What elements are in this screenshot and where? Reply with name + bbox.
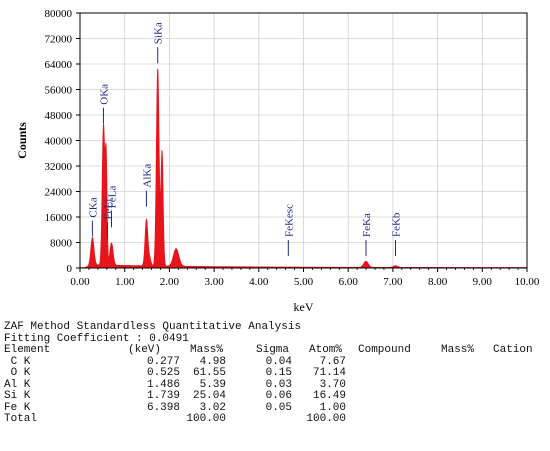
y-axis: 0 8000 16000 24000 32000 40000 48000 56000 64000… xyxy=(45,8,80,275)
x-axis: 0.00 1.00 2.00 3.00 4.00 5.00 6.00 7.00 8.00 9.00… xyxy=(70,268,540,288)
cell-atom: 3.70 xyxy=(319,378,346,391)
peak-label: FeLa xyxy=(107,186,119,209)
header-element: Element xyxy=(4,344,51,356)
cell-atom: 71.14 xyxy=(312,367,346,379)
cell-kev: 0.277 xyxy=(146,355,180,368)
peak-label: FeKesc xyxy=(283,204,295,237)
header-mass: Mass% xyxy=(190,344,224,356)
plot-frame xyxy=(79,12,528,269)
cell-sigma: 0.05 xyxy=(265,401,292,414)
cell-kev: 1.486 xyxy=(146,378,180,391)
cell-sigma: 0.15 xyxy=(265,367,292,379)
x-tick-label: 0.00 xyxy=(70,276,90,288)
y-tick-label: 16000 xyxy=(45,212,73,224)
x-tick-label: 2.00 xyxy=(160,276,180,288)
y-tick-label: 48000 xyxy=(45,110,73,122)
header-cation: Cation xyxy=(493,344,533,356)
peak-label: FeKa xyxy=(361,213,373,237)
cell-sigma: 0.06 xyxy=(265,390,292,402)
peak-label: AlKa xyxy=(141,164,153,188)
y-tick-label: 24000 xyxy=(45,187,73,199)
report-title: ZAF Method Standardless Quantitative Ana… xyxy=(4,321,302,333)
y-tick-label: 40000 xyxy=(45,136,73,148)
y-tick-label: 8000 xyxy=(50,238,73,250)
total-mass: 100.00 xyxy=(186,413,226,425)
cell-mass: 5.39 xyxy=(199,378,226,391)
table-total-row: Total 100.00 100.00 xyxy=(4,413,549,426)
y-tick-label: 0 xyxy=(67,263,73,275)
cell-mass: 4.98 xyxy=(199,355,226,368)
fitting-coefficient: Fitting Coefficient : 0.0491 xyxy=(4,332,189,345)
table-row: Al K 1.486 5.39 0.03 3.70 xyxy=(4,378,549,392)
table-row: O K 0.525 61.55 0.15 71.14 xyxy=(4,367,549,380)
spectrum-series xyxy=(79,68,528,269)
table-row: C K 0.277 4.98 0.04 7.67 xyxy=(4,355,549,369)
total-label: Total xyxy=(4,413,38,425)
cell-kev: 0.525 xyxy=(146,367,180,379)
peak-label: FeKb xyxy=(390,212,402,237)
y-axis-label: Counts xyxy=(15,122,29,159)
cell-mass: 25.04 xyxy=(192,390,226,402)
spectrum-area xyxy=(79,68,528,269)
peak-label: CKa xyxy=(87,197,99,217)
x-tick-label: 8.00 xyxy=(428,276,448,288)
x-tick-label: 5.00 xyxy=(294,276,314,288)
total-atom: 100.00 xyxy=(306,413,346,425)
x-tick-label: 1.00 xyxy=(115,276,135,288)
table-row: Si K 1.739 25.04 0.06 16.49 xyxy=(4,390,549,403)
grid-lines xyxy=(80,13,527,268)
x-tick-label: 3.00 xyxy=(204,276,224,288)
cell-element: Fe K xyxy=(4,401,31,414)
cell-element: Al K xyxy=(4,378,31,391)
cell-atom: 1.00 xyxy=(319,401,346,414)
x-axis-label: keV xyxy=(294,300,314,314)
cell-mass: 3.02 xyxy=(199,401,226,414)
cell-atom: 7.67 xyxy=(319,355,346,368)
x-tick-label: 4.00 xyxy=(249,276,269,288)
cell-element: O K xyxy=(4,367,31,379)
table-row: Fe K 6.398 3.02 0.05 1.00 xyxy=(4,401,549,415)
cell-mass: 61.55 xyxy=(192,367,226,379)
y-tick-label: 56000 xyxy=(45,85,73,97)
header-compound: Compound xyxy=(358,344,411,356)
header-atom: Atom% xyxy=(309,344,343,356)
y-tick-label: 80000 xyxy=(45,8,73,20)
x-tick-label: 6.00 xyxy=(339,276,359,288)
eds-spectrum-chart: 0 8000 16000 24000 32000 40000 48000 56000 64000… xyxy=(15,8,540,314)
quant-report: ZAF Method Standardless Quantitative Ana… xyxy=(4,321,549,426)
y-tick-label: 72000 xyxy=(45,34,73,46)
x-tick-label: 10.00 xyxy=(515,276,540,288)
peak-label: OKa xyxy=(98,84,110,105)
cell-element: C K xyxy=(4,355,31,368)
cell-sigma: 0.04 xyxy=(265,355,292,368)
header-sigma: Sigma xyxy=(256,344,290,356)
cell-atom: 16.49 xyxy=(312,390,346,402)
y-tick-label: 32000 xyxy=(45,161,73,173)
x-tick-label: 9.00 xyxy=(473,276,493,288)
cell-sigma: 0.03 xyxy=(265,378,292,391)
cell-kev: 1.739 xyxy=(146,390,180,402)
header-kev: (keV) xyxy=(128,344,162,356)
header-compound-mass: Mass% xyxy=(441,344,475,356)
cell-element: Si K xyxy=(4,390,31,402)
cell-kev: 6.398 xyxy=(146,401,180,414)
x-tick-label: 7.00 xyxy=(383,276,403,288)
peak-label: SiKa xyxy=(153,22,165,44)
y-tick-label: 64000 xyxy=(45,59,73,71)
table-header: Element (keV) Mass% Sigma Atom% Compound… xyxy=(4,344,549,357)
